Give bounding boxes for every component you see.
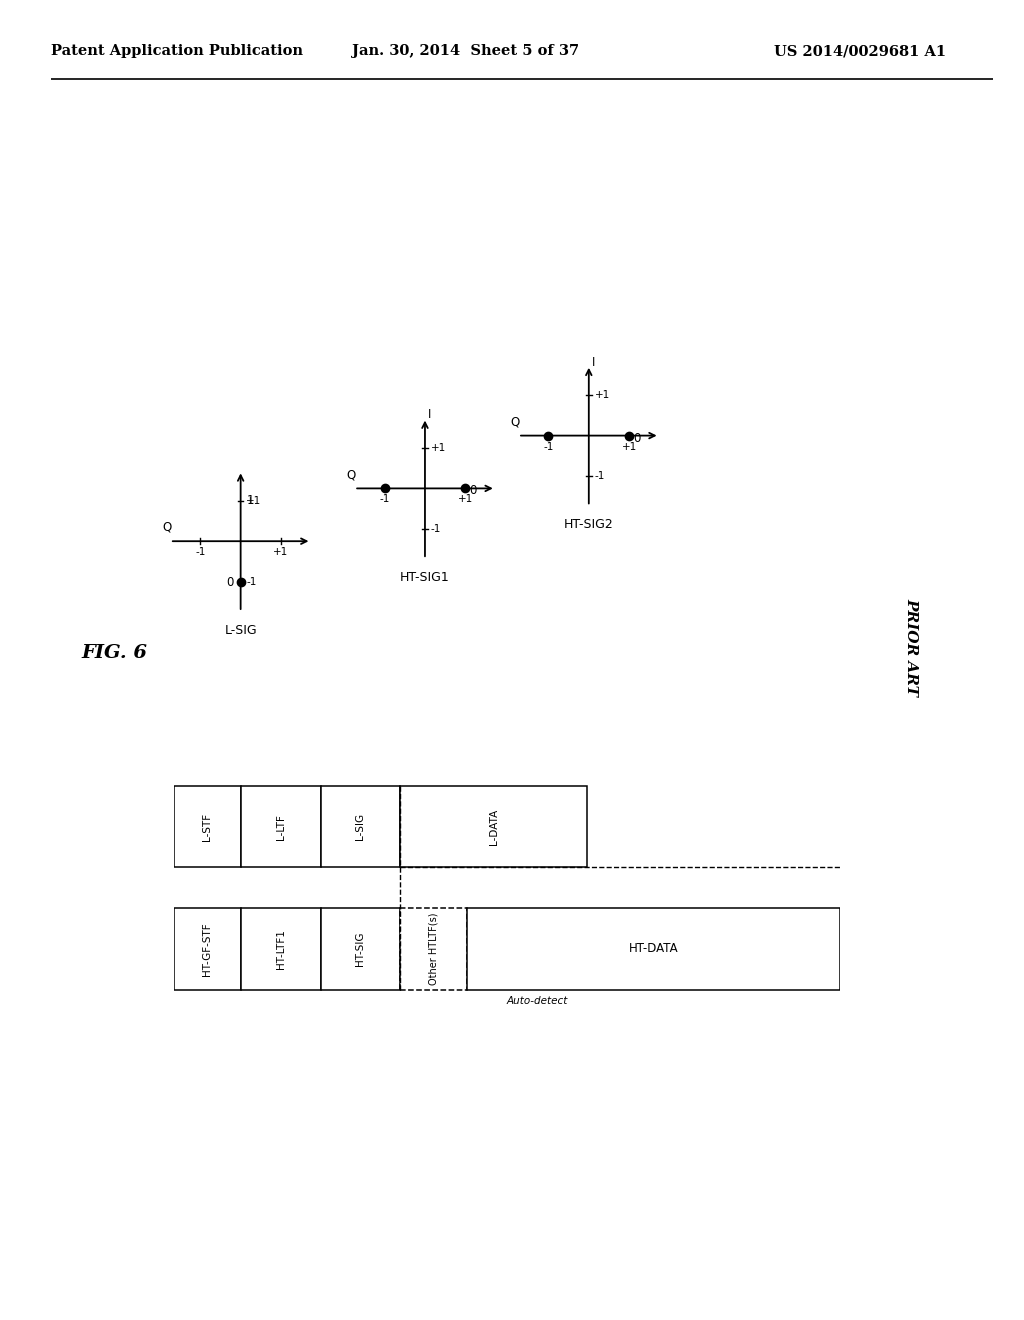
Text: L-SIG: L-SIG bbox=[224, 624, 257, 638]
Bar bbox=[241, 908, 321, 990]
Bar bbox=[174, 785, 241, 867]
Text: Q: Q bbox=[163, 521, 172, 533]
Text: Patent Application Publication: Patent Application Publication bbox=[51, 45, 303, 58]
Bar bbox=[174, 908, 241, 990]
Text: HT-SIG1: HT-SIG1 bbox=[400, 572, 450, 585]
Text: HT-SIG: HT-SIG bbox=[355, 932, 366, 966]
Text: L-DATA: L-DATA bbox=[488, 809, 499, 845]
Text: +1: +1 bbox=[622, 442, 637, 451]
Bar bbox=[400, 908, 467, 990]
Text: US 2014/0029681 A1: US 2014/0029681 A1 bbox=[774, 45, 946, 58]
Text: FIG. 6: FIG. 6 bbox=[82, 644, 147, 663]
Bar bbox=[321, 785, 400, 867]
Bar bbox=[321, 908, 400, 990]
Text: 0: 0 bbox=[633, 432, 641, 445]
Text: +1: +1 bbox=[247, 496, 261, 506]
Text: Jan. 30, 2014  Sheet 5 of 37: Jan. 30, 2014 Sheet 5 of 37 bbox=[352, 45, 580, 58]
Text: Q: Q bbox=[347, 469, 356, 480]
Text: L-STF: L-STF bbox=[203, 813, 212, 841]
Text: 0: 0 bbox=[469, 484, 477, 498]
Text: L-SIG: L-SIG bbox=[355, 813, 366, 841]
Text: +1: +1 bbox=[595, 391, 609, 400]
Text: -1: -1 bbox=[543, 442, 554, 451]
Text: -1: -1 bbox=[247, 577, 257, 586]
Bar bbox=[467, 908, 840, 990]
Text: Q: Q bbox=[511, 416, 520, 428]
Text: -1: -1 bbox=[379, 495, 390, 504]
Text: 1: 1 bbox=[247, 494, 254, 507]
Text: Auto-detect: Auto-detect bbox=[507, 997, 568, 1006]
Text: +1: +1 bbox=[458, 495, 473, 504]
Text: -1: -1 bbox=[195, 548, 206, 557]
Text: Other HTLTF(s): Other HTLTF(s) bbox=[429, 912, 438, 985]
Text: +1: +1 bbox=[273, 548, 289, 557]
Text: HT-LTF1: HT-LTF1 bbox=[275, 929, 286, 969]
Text: I: I bbox=[592, 355, 595, 368]
Bar bbox=[241, 785, 321, 867]
Text: -1: -1 bbox=[431, 524, 441, 533]
Text: -1: -1 bbox=[595, 471, 605, 480]
Text: +1: +1 bbox=[431, 444, 445, 453]
Bar bbox=[400, 785, 587, 867]
Text: I: I bbox=[428, 408, 431, 421]
Text: HT-SIG2: HT-SIG2 bbox=[564, 519, 613, 532]
Text: HT-GF-STF: HT-GF-STF bbox=[203, 923, 212, 975]
Text: PRIOR ART: PRIOR ART bbox=[904, 598, 919, 696]
Text: L-LTF: L-LTF bbox=[275, 813, 286, 840]
Text: HT-DATA: HT-DATA bbox=[629, 942, 678, 956]
Text: 0: 0 bbox=[226, 576, 233, 589]
